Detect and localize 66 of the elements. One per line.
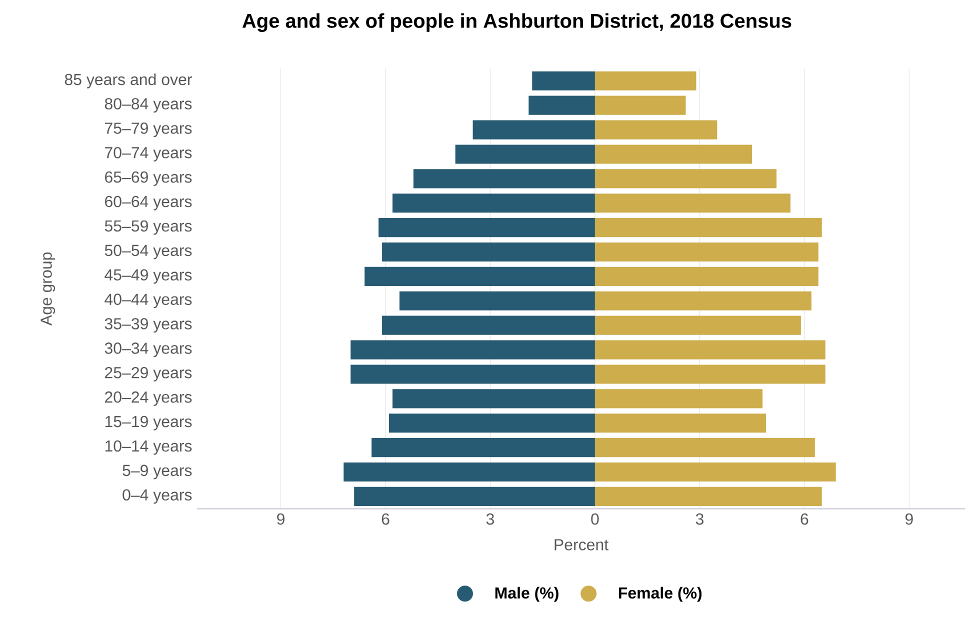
bar [594, 266, 818, 286]
x-tick-label: 3 [486, 513, 494, 525]
y-tick-label: 20–24 years [105, 391, 192, 406]
y-tick-label: 25–29 years [105, 366, 192, 382]
bar [594, 71, 696, 90]
legend-label: Female (%) [618, 586, 702, 602]
y-tick-label: 45–49 years [104, 269, 192, 284]
x-tick-label: 9 [277, 513, 284, 525]
bar [594, 96, 686, 115]
bar [594, 462, 836, 482]
bar [594, 438, 815, 458]
x-tick-label: 0 [591, 513, 599, 525]
bar [532, 71, 595, 90]
bar [594, 144, 752, 164]
y-tick-label: 80–84 years [104, 98, 192, 113]
chart-title: Age and sex of people in Ashburton District, 2018 Census [242, 13, 792, 32]
bar [364, 266, 595, 286]
x-tick-label: 3 [696, 513, 704, 525]
bar [472, 120, 595, 140]
bar [594, 120, 718, 140]
bar [594, 316, 801, 335]
x-tick-label: 6 [382, 513, 390, 525]
y-tick-label: 5–9 years [122, 464, 192, 480]
y-tick-label: 35–39 years [104, 318, 192, 333]
bar [594, 194, 790, 213]
y-tick-label: 60–64 years [105, 196, 192, 210]
bar [354, 486, 595, 506]
bar [528, 96, 595, 115]
bar [392, 389, 595, 408]
legend-label: Male (%) [495, 586, 558, 602]
bar [350, 364, 595, 384]
bar [392, 194, 595, 213]
y-tick-label: 55–59 years [104, 220, 192, 235]
y-tick-label: 30–34 years [104, 342, 192, 358]
y-tick-label: 0–4 years [122, 489, 192, 504]
bar [382, 242, 595, 262]
y-tick-label: 15–19 years [105, 416, 192, 430]
y-tick-label: 50–54 years [104, 244, 192, 260]
bar [594, 364, 826, 384]
bar [350, 340, 595, 360]
y-tick-label: 65–69 years [105, 171, 192, 186]
bar [344, 462, 595, 482]
bar [372, 438, 595, 458]
y-tick-label: 85 years and over [64, 73, 192, 88]
x-tick-label: 6 [800, 513, 808, 525]
bar [455, 144, 595, 164]
y-tick-label: 75–79 years [105, 122, 192, 138]
x-axis-title: Percent [554, 539, 608, 550]
bar [594, 486, 822, 506]
bar [389, 414, 595, 433]
y-axis-title: Age group [40, 252, 56, 326]
bar [594, 340, 826, 360]
bar [594, 242, 818, 262]
x-tick-label: 9 [905, 513, 913, 525]
bar [594, 291, 812, 310]
bar [594, 218, 822, 238]
bar [382, 316, 595, 335]
bar [594, 414, 766, 433]
bar [378, 218, 595, 238]
bar [594, 389, 763, 408]
bar [399, 291, 595, 310]
bar [413, 169, 595, 188]
y-tick-label: 40–44 years [104, 294, 192, 308]
y-tick-label: 70–74 years [105, 146, 192, 162]
bar [594, 169, 776, 188]
y-tick-label: 10–14 years [105, 440, 192, 455]
